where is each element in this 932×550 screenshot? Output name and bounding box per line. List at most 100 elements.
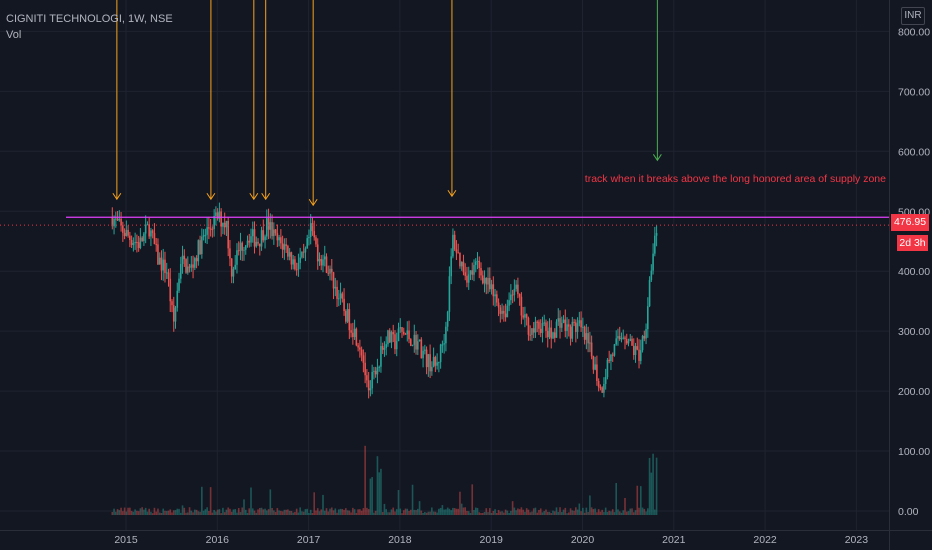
volume-bar	[564, 507, 567, 515]
candle-body	[541, 323, 544, 333]
volume-bar	[404, 508, 407, 515]
volume-label[interactable]: Vol	[6, 29, 22, 41]
volume-bar	[583, 512, 586, 515]
volume-bar	[309, 509, 312, 515]
volume-bar	[654, 509, 656, 515]
candle-body	[306, 238, 308, 249]
price-tick-label: 0.00	[898, 506, 919, 518]
candle-body	[287, 246, 289, 257]
candle-body	[408, 330, 410, 340]
volume-bar	[455, 508, 458, 515]
candle-body	[322, 259, 324, 266]
candle-body	[647, 306, 649, 330]
volume-bar	[541, 512, 544, 515]
candle-body	[390, 332, 393, 343]
candle-body	[290, 252, 293, 265]
candle-body	[415, 334, 417, 350]
candle-body	[167, 272, 170, 279]
volume-bar	[408, 510, 410, 515]
volume-bar	[122, 511, 124, 515]
candle-body	[336, 286, 338, 299]
volume-bar	[573, 510, 575, 515]
volume-bar	[453, 508, 456, 515]
candle-body	[546, 330, 549, 338]
candle-body	[648, 280, 651, 307]
candle-body	[165, 272, 168, 274]
candle-body	[394, 334, 396, 350]
volume-bar	[397, 490, 400, 515]
candle-body	[417, 341, 419, 350]
volume-bar	[232, 509, 235, 515]
price-axis[interactable]: 800.00700.00600.00500.00400.00300.00200.…	[889, 0, 931, 550]
candle-body	[573, 321, 575, 323]
candle-body	[406, 330, 409, 335]
candle-body	[455, 249, 458, 253]
volume-bar	[381, 512, 384, 515]
volume-bar	[638, 507, 640, 515]
volume-bar	[488, 508, 491, 515]
candle-body	[613, 344, 616, 356]
volume-bar	[295, 508, 298, 515]
year-tick-label: 2018	[388, 534, 412, 546]
volume-bar	[543, 511, 546, 515]
candle-body	[132, 243, 135, 245]
volume-bar	[201, 486, 203, 515]
candle-body	[399, 327, 402, 329]
candle-body	[618, 336, 621, 340]
volume-bar	[576, 509, 579, 515]
candle-body	[439, 344, 442, 363]
candle-body	[515, 284, 517, 289]
candle-body	[236, 250, 238, 265]
volume-bar	[192, 512, 194, 515]
volume-bar	[474, 507, 477, 515]
candle-body	[183, 255, 186, 260]
volume-bar	[218, 509, 221, 515]
volume-bar	[151, 513, 154, 515]
candle-body	[562, 319, 565, 323]
candle-body	[332, 272, 335, 289]
candle-body	[652, 253, 654, 271]
candle-body	[127, 229, 129, 236]
candle-body	[467, 274, 470, 283]
candle-body	[113, 218, 115, 227]
candle-body	[188, 266, 191, 268]
candle-body	[125, 229, 128, 236]
volume-bar	[165, 511, 168, 515]
candle-body	[285, 244, 287, 247]
volume-bar	[476, 508, 479, 515]
volume-bar	[634, 510, 637, 515]
volume-bar	[513, 507, 516, 515]
candle-body	[450, 256, 452, 277]
volume-bar	[137, 511, 140, 515]
candle-body	[302, 251, 305, 253]
candle-body	[388, 330, 391, 343]
volume-bar	[222, 507, 224, 515]
volume-bar	[127, 507, 129, 515]
arrow-head	[249, 192, 259, 201]
candle-body	[594, 364, 596, 370]
candle-body	[488, 277, 491, 290]
candle-body	[262, 230, 265, 241]
candle-body	[446, 311, 449, 327]
candle-body	[582, 326, 584, 328]
candle-body	[355, 328, 358, 346]
volume-bar	[534, 507, 537, 515]
candle-body	[499, 307, 502, 314]
candle-body	[534, 321, 537, 333]
volume-bar	[332, 510, 335, 515]
candle-body	[266, 218, 268, 237]
volume-bar	[632, 512, 635, 515]
candle-body	[172, 305, 175, 322]
candle-body	[178, 278, 180, 291]
candle-body	[536, 321, 539, 323]
time-axis[interactable]: 2015 2016 2017 2018 2019 2020 2021 2022 2023	[0, 530, 932, 547]
candle-body	[185, 259, 187, 273]
candle-body	[137, 242, 140, 249]
currency-button[interactable]: INR	[901, 7, 925, 25]
volume-bar	[311, 513, 314, 515]
symbol-title[interactable]: CIGNITI TECHNOLOGI, 1W, NSE	[6, 13, 173, 25]
volume-bar	[636, 485, 639, 515]
volume-bar	[350, 512, 352, 515]
volume-bar	[559, 507, 561, 515]
